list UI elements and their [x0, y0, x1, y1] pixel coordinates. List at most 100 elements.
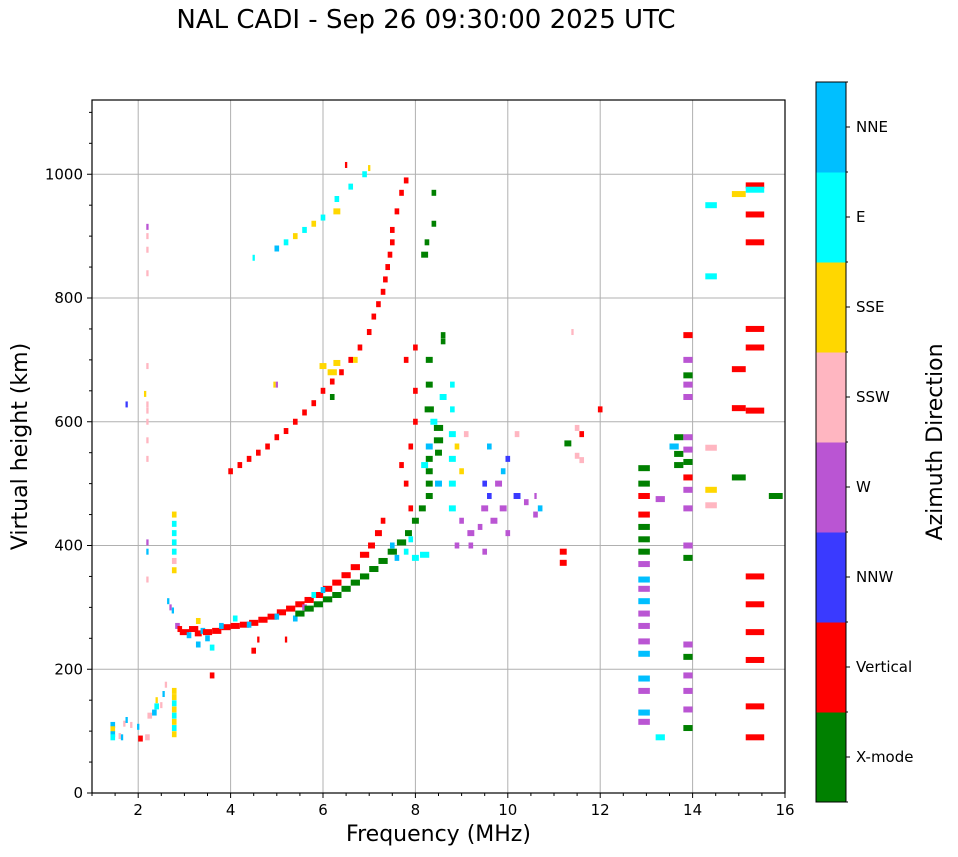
data-point	[292, 418, 298, 425]
data-point	[320, 587, 326, 594]
data-point	[145, 734, 150, 741]
x-tick-label: 4	[226, 801, 236, 819]
data-point	[405, 530, 412, 537]
data-point	[683, 332, 693, 339]
data-point	[313, 601, 323, 608]
data-point	[249, 619, 259, 626]
data-point	[683, 394, 693, 400]
data-point	[731, 191, 746, 198]
data-point	[683, 486, 693, 493]
data-point	[448, 505, 456, 512]
data-point	[274, 245, 280, 252]
data-point	[505, 455, 511, 462]
data-point	[731, 474, 746, 481]
data-point	[482, 480, 488, 487]
data-point	[385, 264, 390, 271]
y-tick-label: 0	[73, 784, 83, 802]
data-point	[120, 734, 124, 741]
data-point	[418, 505, 426, 512]
data-point	[454, 542, 460, 549]
data-point	[110, 726, 116, 733]
data-point	[274, 613, 280, 620]
data-point	[514, 431, 520, 438]
data-point	[674, 462, 684, 469]
data-point	[745, 325, 765, 332]
data-point	[440, 332, 446, 339]
data-point	[408, 536, 414, 543]
data-point	[745, 629, 765, 636]
data-point	[683, 706, 693, 713]
data-point	[683, 725, 693, 732]
data-point	[745, 601, 765, 608]
data-point	[564, 440, 572, 447]
data-point	[152, 709, 157, 716]
colorbar-tick-label: E	[856, 208, 865, 226]
data-point	[164, 681, 168, 688]
data-point	[571, 329, 574, 336]
data-point	[731, 405, 746, 412]
data-point	[534, 493, 537, 499]
data-point	[638, 622, 650, 629]
data-point	[286, 605, 296, 612]
colorbar-frame	[815, 81, 847, 803]
colorbar-tick-label: X-mode	[856, 748, 913, 766]
data-point	[239, 621, 250, 628]
data-point	[533, 511, 538, 518]
data-point	[683, 381, 693, 388]
data-point	[683, 653, 693, 660]
y-axis: 0 200 400 600 800 1000	[45, 111, 92, 802]
data-point	[302, 226, 307, 233]
data-point	[683, 446, 693, 453]
data-point	[459, 517, 464, 524]
data-point	[171, 700, 177, 707]
data-point	[295, 601, 305, 608]
data-point	[167, 598, 170, 605]
data-point	[350, 564, 360, 571]
data-point	[683, 356, 693, 363]
data-point	[146, 363, 149, 370]
data-point	[162, 691, 165, 697]
data-point	[368, 165, 371, 172]
data-point	[369, 566, 379, 573]
data-point	[171, 520, 177, 527]
data-point	[219, 622, 224, 629]
data-point	[169, 604, 172, 611]
data-point	[435, 449, 442, 456]
data-point	[171, 694, 177, 701]
colorbar-segment	[816, 622, 846, 713]
data-point	[186, 632, 192, 639]
data-point	[683, 672, 693, 679]
data-point	[368, 542, 375, 549]
x-axis: 2 4 6 8 10 12 14 16	[91, 793, 795, 819]
data-point	[130, 721, 133, 728]
chart-title: NAL CADI - Sep 26 09:30:00 2025 UTC	[176, 5, 676, 35]
data-point	[329, 394, 335, 400]
data-point	[683, 505, 693, 512]
data-point	[387, 548, 397, 555]
y-tick-label: 1000	[45, 165, 83, 183]
data-point	[333, 359, 341, 366]
data-point	[435, 480, 442, 487]
data-point	[683, 687, 693, 694]
data-point	[745, 186, 765, 193]
y-tick-label: 200	[54, 660, 83, 678]
data-point	[146, 407, 149, 414]
data-point	[389, 239, 395, 246]
data-point	[194, 630, 202, 637]
data-point	[209, 644, 215, 651]
data-point	[574, 424, 580, 431]
data-point	[745, 239, 765, 246]
data-point	[574, 452, 580, 459]
data-point	[425, 356, 433, 363]
data-point	[202, 629, 213, 636]
data-point	[408, 505, 414, 512]
data-point	[424, 406, 434, 413]
data-point	[683, 474, 693, 481]
data-point	[683, 458, 693, 465]
data-point	[146, 576, 149, 583]
x-tick-label: 2	[133, 801, 143, 819]
data-point	[425, 381, 433, 388]
data-point	[258, 616, 268, 623]
data-point	[399, 189, 404, 196]
data-point	[731, 366, 746, 373]
